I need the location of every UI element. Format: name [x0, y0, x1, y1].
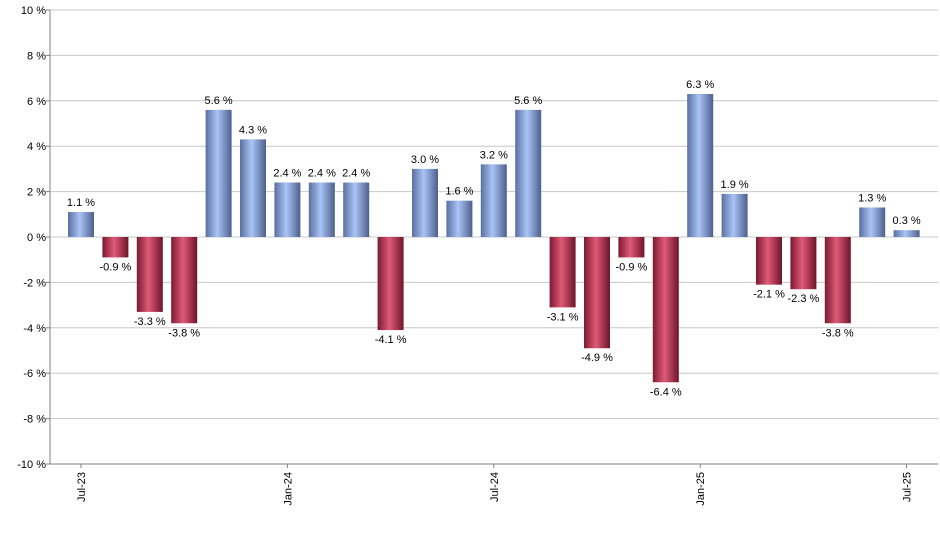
y-tick-label: 2 %: [27, 187, 46, 199]
bars: [68, 93, 920, 383]
bar-negative: [824, 237, 851, 324]
bar-positive: [343, 182, 370, 237]
bar-negative: [171, 237, 198, 324]
bar-negative: [549, 237, 576, 308]
bar-value-label: -2.3 %: [788, 293, 820, 305]
bar-positive: [515, 109, 542, 237]
bar-value-label: -2.1 %: [753, 289, 785, 301]
x-tick-label: Jul-24: [489, 472, 501, 502]
bar-value-label: 2.4 %: [273, 168, 301, 180]
bar-value-label: -6.4 %: [650, 386, 682, 398]
bar-positive: [721, 193, 748, 237]
bar-value-label: -3.3 %: [134, 316, 166, 328]
bar-value-label: -3.8 %: [822, 327, 854, 339]
bar-positive: [480, 164, 507, 237]
y-tick-label: -10 %: [17, 459, 46, 471]
x-tick-label: Jan-24: [282, 472, 294, 506]
bar-negative: [652, 237, 679, 383]
bar-value-label: 0.3 %: [893, 215, 921, 227]
bar-value-label: 2.4 %: [308, 168, 336, 180]
bar-value-label: 6.3 %: [686, 79, 714, 91]
bar-positive: [859, 207, 886, 237]
y-tick-label: -8 %: [23, 414, 46, 426]
bar-negative: [790, 237, 817, 290]
x-tick-label: Jul-25: [902, 472, 914, 502]
bar-value-label: 3.0 %: [411, 154, 439, 166]
y-tick-label: -6 %: [23, 368, 46, 380]
y-axis-tick-labels: 10 % 8 % 6 % 4 % 2 % 0 % -2 % -4 % -6 % -8 % -10 %: [17, 5, 50, 471]
bar-value-label: 4.3 %: [239, 124, 267, 136]
bar-positive: [274, 182, 301, 237]
bar-value-label: 2.4 %: [342, 168, 370, 180]
bar-positive: [446, 200, 473, 237]
y-tick-label: 10 %: [21, 5, 46, 17]
bar-value-label: -3.8 %: [168, 327, 200, 339]
bar-value-label: 3.2 %: [480, 149, 508, 161]
bar-negative: [618, 237, 645, 258]
bar-negative: [756, 237, 782, 285]
bar-value-label: 5.6 %: [514, 95, 542, 107]
bar-value-label: -0.9 %: [616, 261, 648, 273]
bar-value-label: 1.3 %: [858, 192, 886, 204]
bar-value-label: 1.1 %: [67, 197, 95, 209]
bar-negative: [102, 237, 129, 258]
x-tick-label: Jan-25: [695, 472, 707, 506]
bar-value-label: 1.9 %: [721, 179, 749, 191]
bar-positive: [893, 230, 920, 237]
bar-value-label: -4.1 %: [375, 334, 407, 346]
bar-value-label: -3.1 %: [547, 311, 579, 323]
bar-value-label: 5.6 %: [205, 95, 233, 107]
y-tick-label: 0 %: [27, 232, 46, 244]
y-tick-label: 4 %: [27, 141, 46, 153]
bar-positive: [308, 182, 335, 237]
y-tick-label: -4 %: [23, 323, 46, 335]
bar-negative: [136, 237, 163, 312]
bar-value-label: -0.9 %: [100, 261, 132, 273]
bar-positive: [412, 168, 438, 237]
bar-positive: [205, 109, 232, 237]
y-tick-label: -2 %: [23, 277, 46, 289]
bar-value-labels: 1.1 %-0.9 %-3.3 %-3.8 %5.6 %4.3 %2.4 % 2.…: [67, 79, 921, 398]
y-tick-label: 8 %: [27, 50, 46, 62]
bar-value-label: -4.9 %: [581, 352, 613, 364]
bar-positive: [68, 212, 94, 237]
bar-positive: [240, 139, 266, 237]
bar-value-label: 1.6 %: [445, 186, 473, 198]
x-tick-label: Jul-23: [76, 472, 88, 502]
bar-positive: [687, 93, 714, 238]
bar-negative: [584, 237, 610, 349]
x-axis-tick-labels: Jul-23 Jan-24 Jul-24 Jan-25 Jul-25: [76, 464, 914, 506]
y-tick-label: 6 %: [27, 96, 46, 108]
bar-negative: [377, 237, 404, 331]
